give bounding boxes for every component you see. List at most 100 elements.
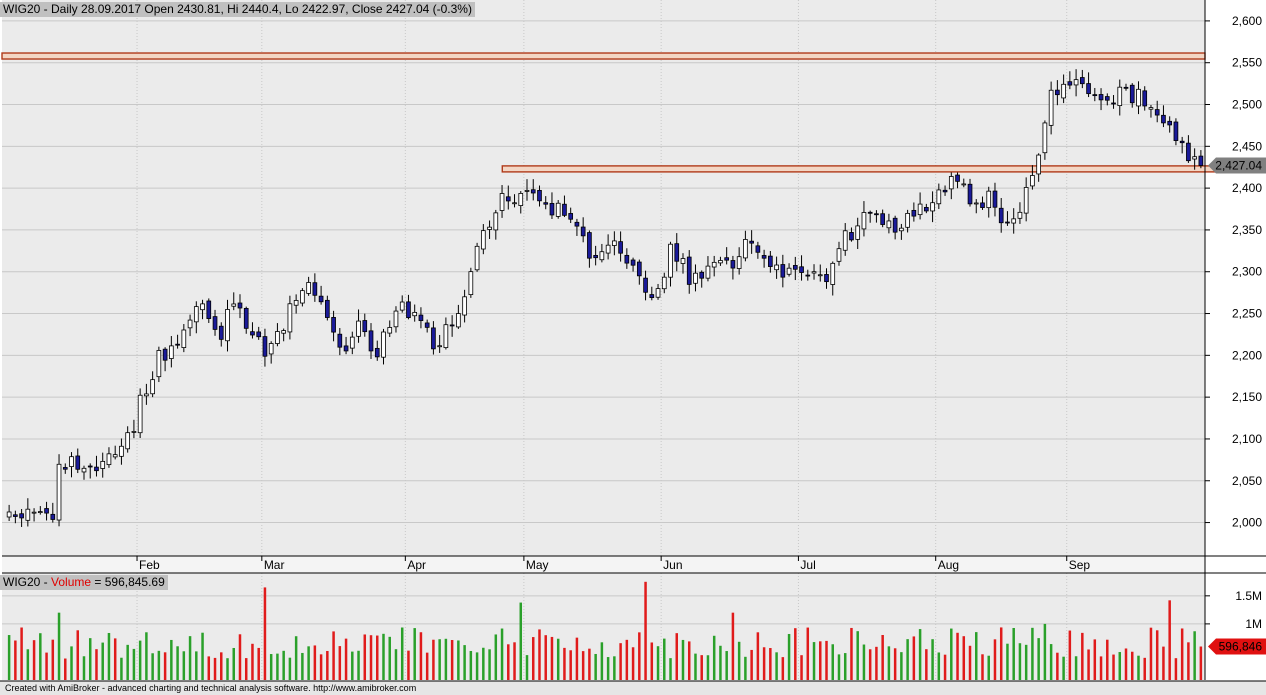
volume-bar[interactable] xyxy=(213,657,217,680)
candle-body[interactable] xyxy=(1030,175,1035,187)
candle-body[interactable] xyxy=(543,202,549,205)
volume-bar[interactable] xyxy=(513,642,516,680)
candle-body[interactable] xyxy=(1173,121,1179,141)
volume-bar[interactable] xyxy=(881,635,884,680)
candle-body[interactable] xyxy=(574,221,580,227)
candle-body[interactable] xyxy=(1117,86,1123,107)
candle-body[interactable] xyxy=(1123,86,1129,89)
volume-bar[interactable] xyxy=(1180,628,1184,680)
candle-body[interactable] xyxy=(530,189,536,194)
candle-body[interactable] xyxy=(967,183,973,205)
volume-bar[interactable] xyxy=(787,633,791,680)
volume-bar[interactable] xyxy=(806,627,810,680)
resistance-line[interactable] xyxy=(1,52,1206,60)
volume-bar[interactable] xyxy=(843,653,847,680)
candle-body[interactable] xyxy=(312,282,318,296)
volume-bar[interactable] xyxy=(887,646,891,680)
volume-bar[interactable] xyxy=(594,653,597,680)
volume-bar[interactable] xyxy=(931,639,934,680)
candle-body[interactable] xyxy=(630,259,636,266)
volume-bar[interactable] xyxy=(563,647,566,680)
candle-body[interactable] xyxy=(462,296,467,316)
volume-bar[interactable] xyxy=(950,628,953,680)
volume-bar[interactable] xyxy=(706,655,710,680)
volume-bar[interactable] xyxy=(775,652,778,680)
volume-bar[interactable] xyxy=(1037,638,1040,680)
volume-bar[interactable] xyxy=(363,634,367,680)
volume-bar[interactable] xyxy=(744,656,747,680)
volume-bar[interactable] xyxy=(538,629,541,680)
volume-bar[interactable] xyxy=(1124,648,1128,680)
volume-bar[interactable] xyxy=(987,655,990,680)
candle-body[interactable] xyxy=(761,255,767,259)
candle-body[interactable] xyxy=(1136,88,1141,107)
volume-bar[interactable] xyxy=(625,639,629,680)
candle-body[interactable] xyxy=(1186,142,1191,162)
volume-bar[interactable] xyxy=(569,650,572,680)
candle-body[interactable] xyxy=(250,331,255,336)
volume-bar[interactable] xyxy=(88,638,92,680)
volume-bar[interactable] xyxy=(238,634,242,680)
volume-bar[interactable] xyxy=(725,651,728,680)
candle-body[interactable] xyxy=(568,213,574,220)
candle-body[interactable] xyxy=(743,239,748,259)
candle-body[interactable] xyxy=(1092,94,1098,97)
volume-bar[interactable] xyxy=(14,640,17,680)
volume-bar[interactable] xyxy=(918,629,922,680)
volume-bar[interactable] xyxy=(176,646,179,680)
candle-body[interactable] xyxy=(1042,122,1048,154)
candle-body[interactable] xyxy=(175,343,180,346)
volume-bar[interactable] xyxy=(319,654,323,680)
volume-bar[interactable] xyxy=(220,652,223,680)
volume-bar[interactable] xyxy=(556,638,560,680)
volume-bar[interactable] xyxy=(475,652,479,680)
volume-bar[interactable] xyxy=(170,639,173,680)
volume-bar[interactable] xyxy=(875,646,878,680)
volume-bar[interactable] xyxy=(326,650,329,680)
volume-bar[interactable] xyxy=(1112,654,1115,680)
volume-bar[interactable] xyxy=(1187,642,1190,680)
candle-body[interactable] xyxy=(150,379,155,395)
candle-body[interactable] xyxy=(181,329,187,348)
candle-body[interactable] xyxy=(468,271,474,296)
candle-body[interactable] xyxy=(300,290,305,304)
candle-body[interactable] xyxy=(917,203,923,216)
candle-body[interactable] xyxy=(824,274,829,283)
volume-bar[interactable] xyxy=(394,649,398,680)
candle-body[interactable] xyxy=(368,330,374,352)
candle-body[interactable] xyxy=(156,350,162,378)
candle-body[interactable] xyxy=(518,193,524,206)
candle-body[interactable] xyxy=(337,333,343,348)
candle-body[interactable] xyxy=(1061,83,1066,99)
volume-bar[interactable] xyxy=(606,657,610,680)
volume-bar[interactable] xyxy=(145,632,148,680)
candle-body[interactable] xyxy=(718,260,723,264)
volume-bar[interactable] xyxy=(1118,652,1122,680)
volume-bar[interactable] xyxy=(850,627,853,680)
volume-bar[interactable] xyxy=(282,650,285,680)
volume-bar[interactable] xyxy=(712,635,716,680)
candle-body[interactable] xyxy=(1067,81,1073,86)
candle-body[interactable] xyxy=(75,455,81,470)
candle-body[interactable] xyxy=(849,232,854,241)
candle-body[interactable] xyxy=(406,301,411,319)
volume-bar[interactable] xyxy=(1024,644,1028,680)
candle-body[interactable] xyxy=(69,456,74,467)
candle-body[interactable] xyxy=(37,511,43,513)
volume-bar[interactable] xyxy=(750,649,753,680)
volume-bar[interactable] xyxy=(469,650,473,680)
volume-bar[interactable] xyxy=(762,647,766,680)
volume-bar[interactable] xyxy=(1199,646,1203,680)
volume-bar[interactable] xyxy=(307,646,310,680)
volume-bar[interactable] xyxy=(64,658,67,680)
candle-body[interactable] xyxy=(874,213,879,216)
volume-bar[interactable] xyxy=(644,581,647,680)
candle-body[interactable] xyxy=(1198,155,1204,166)
candle-body[interactable] xyxy=(187,319,193,329)
volume-bar[interactable] xyxy=(1087,649,1090,680)
volume-bar[interactable] xyxy=(463,645,466,680)
candle-body[interactable] xyxy=(1129,84,1135,104)
candle-body[interactable] xyxy=(243,307,249,329)
volume-bar[interactable] xyxy=(956,632,959,680)
